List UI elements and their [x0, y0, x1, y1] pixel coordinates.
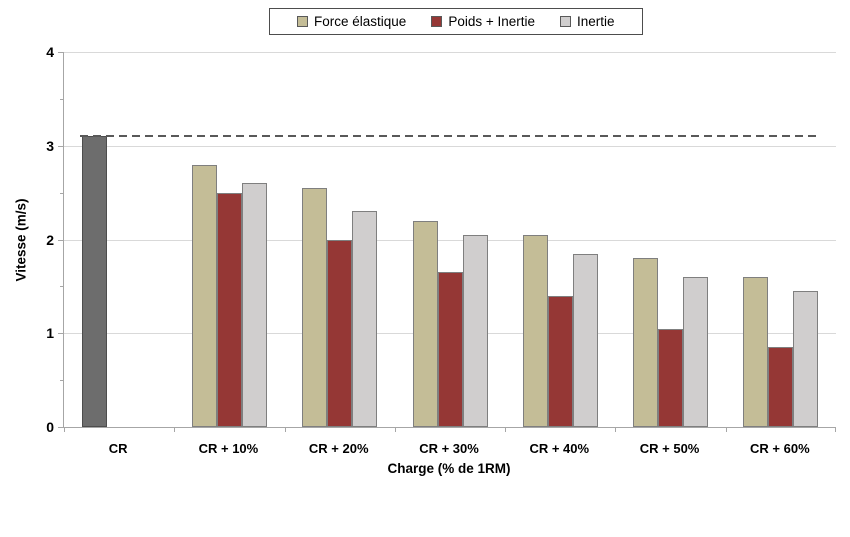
bar	[547, 295, 573, 427]
bar	[462, 234, 488, 427]
bar	[658, 328, 684, 427]
gridline	[64, 52, 836, 53]
bar	[241, 183, 267, 427]
bar	[683, 277, 709, 427]
bar	[793, 291, 819, 427]
x-boundary-tick	[505, 427, 507, 432]
x-boundary-tick	[835, 427, 836, 432]
legend-swatch-force-elastique-icon	[297, 16, 308, 27]
legend-item-poids-inertie: Poids + Inertie	[431, 15, 535, 29]
legend-item-inertie: Inertie	[560, 15, 615, 29]
x-boundary-tick	[615, 427, 617, 432]
x-tick-label: CR + 60%	[750, 441, 810, 456]
x-boundary-tick	[64, 427, 65, 432]
bar	[572, 253, 598, 427]
bar	[437, 272, 463, 427]
y-axis-title: Vitesse (m/s)	[13, 198, 29, 282]
bar	[412, 220, 438, 427]
y-minor-tick	[60, 380, 64, 382]
bar	[216, 192, 242, 427]
bar	[81, 136, 107, 427]
bar	[633, 258, 659, 427]
y-minor-tick	[60, 192, 64, 194]
bar	[743, 277, 769, 427]
legend-label: Inertie	[577, 13, 615, 29]
y-minor-tick	[60, 286, 64, 288]
y-tick-label: 0	[46, 419, 54, 435]
legend-label: Force élastique	[314, 13, 407, 29]
y-tick-label: 1	[46, 325, 54, 342]
bar	[522, 234, 548, 427]
x-boundary-tick	[725, 427, 727, 432]
x-boundary-tick	[394, 427, 396, 432]
bar	[352, 211, 378, 427]
y-major-tick	[58, 145, 64, 147]
y-tick-label: 3	[46, 137, 54, 154]
y-tick-label: 4	[46, 44, 54, 60]
reference-dashed-line	[80, 135, 819, 138]
x-tick-label: CR	[108, 441, 128, 456]
y-major-tick	[58, 427, 64, 428]
y-major-tick	[58, 239, 64, 241]
bar	[191, 164, 217, 427]
x-tick-label: CR + 10%	[198, 441, 259, 456]
y-tick-label: 2	[46, 231, 54, 248]
bar	[327, 239, 353, 427]
legend-item-force-elastique: Force élastique	[297, 15, 406, 29]
x-boundary-tick	[174, 427, 176, 432]
y-major-tick	[58, 52, 64, 53]
gridline	[64, 145, 836, 147]
x-tick-label: CR + 40%	[529, 441, 590, 456]
x-tick-label: CR + 30%	[419, 441, 479, 456]
gridline	[64, 239, 836, 241]
x-tick-label: CR + 50%	[639, 441, 700, 456]
legend-swatch-inertie-icon	[560, 16, 571, 27]
x-axis-title: Charge (% de 1RM)	[387, 461, 511, 476]
chart-legend: Force élastique Poids + Inertie Inertie	[269, 8, 643, 35]
y-major-tick	[58, 333, 64, 335]
x-tick-label: CR + 20%	[308, 441, 369, 456]
legend-label: Poids + Inertie	[448, 13, 535, 29]
plot-area	[58, 52, 836, 432]
bar	[302, 187, 328, 427]
legend-swatch-poids-inertie-icon	[431, 16, 443, 27]
y-minor-tick	[60, 98, 64, 100]
x-boundary-tick	[284, 427, 286, 432]
bar	[768, 347, 794, 427]
